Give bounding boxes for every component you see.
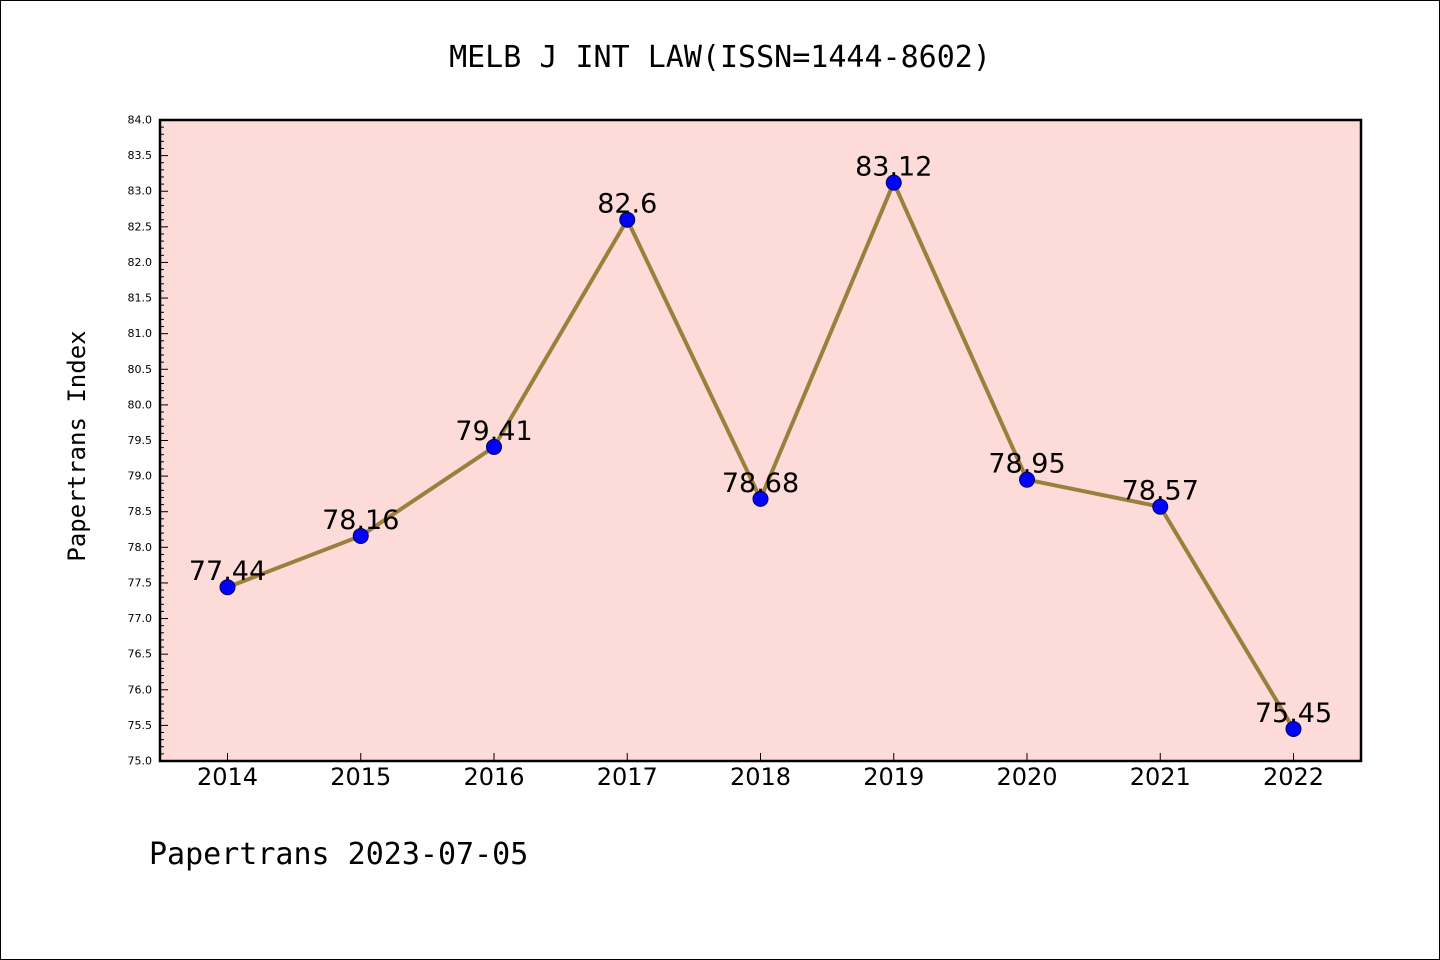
y-tick-label: 79.0 [128,470,153,483]
data-label-2014: 77.44 [189,556,266,587]
data-label-2016: 79.41 [455,416,532,447]
footer-text: Papertrans 2023-07-05 [149,837,528,872]
y-tick-label: 82.0 [128,256,153,269]
data-point-2019 [885,174,902,191]
y-tick-label: 83.5 [128,149,153,162]
x-tick-label: 2018 [730,763,791,791]
x-tick-label: 2020 [996,763,1057,791]
x-tick-label: 2014 [197,763,258,791]
x-tick-label: 2017 [597,763,658,791]
y-tick-label: 83.0 [128,185,153,198]
data-point-2016 [486,438,502,455]
y-axis: 75.0 75.5 76.0 76.5 77.0 77.5 78.0 78.5 79.0 79.5… [128,114,168,768]
x-tick-label: 2022 [1263,763,1324,791]
data-point-2017 [619,211,636,228]
y-tick-label: 80.5 [128,363,153,376]
y-tick-label: 82.5 [128,220,153,233]
x-axis: 2014 2015 2016 2017 2018 2019 2020 2021 2022 [197,753,1324,791]
data-point-2015 [352,527,369,544]
x-tick-label: 2015 [330,763,391,791]
data-label-2022: 75.45 [1255,698,1332,729]
data-point-2022 [1285,720,1302,737]
y-tick-label: 78.5 [128,505,153,518]
y-tick-label: 76.5 [128,648,153,661]
data-label-2018: 78.68 [722,468,799,499]
x-tick-label: 2019 [863,763,924,791]
data-point-2021 [1152,498,1169,515]
data-label-2019: 83.12 [855,152,932,183]
data-label-2021: 78.57 [1122,476,1199,507]
plot-area [160,120,1361,761]
data-label-2020: 78.95 [988,449,1065,480]
y-tick-label: 75.0 [128,755,153,768]
y-tick-label: 84.0 [128,114,153,127]
chart-title: MELB J INT LAW(ISSN=1444-8602) [449,40,991,75]
data-label-2015: 78.16 [322,505,399,536]
x-tick-label: 2021 [1130,763,1191,791]
y-tick-label: 75.5 [128,719,153,732]
y-tick-label: 80.0 [128,398,153,411]
data-point-2020 [1019,471,1035,488]
data-markers [219,174,1302,737]
data-labels: 77.44 78.16 79.41 82.6 78.68 83.12 78.95 78.57 7… [189,152,1332,729]
y-tick-label: 77.5 [128,576,153,589]
y-tick-label: 81.0 [128,327,153,340]
y-tick-label: 81.5 [128,292,153,305]
y-tick-label: 76.0 [128,683,153,696]
y-tick-label: 79.5 [128,434,153,447]
y-tick-label: 78.0 [128,541,153,554]
plot-border [158,118,1363,763]
x-tick-label: 2016 [463,763,524,791]
y-axis-label: Papertrans Index [63,330,91,561]
y-tick-label: 77.0 [128,612,153,625]
data-point-2018 [752,490,769,507]
data-label-2017: 82.6 [597,189,657,220]
data-point-2014 [219,579,236,596]
